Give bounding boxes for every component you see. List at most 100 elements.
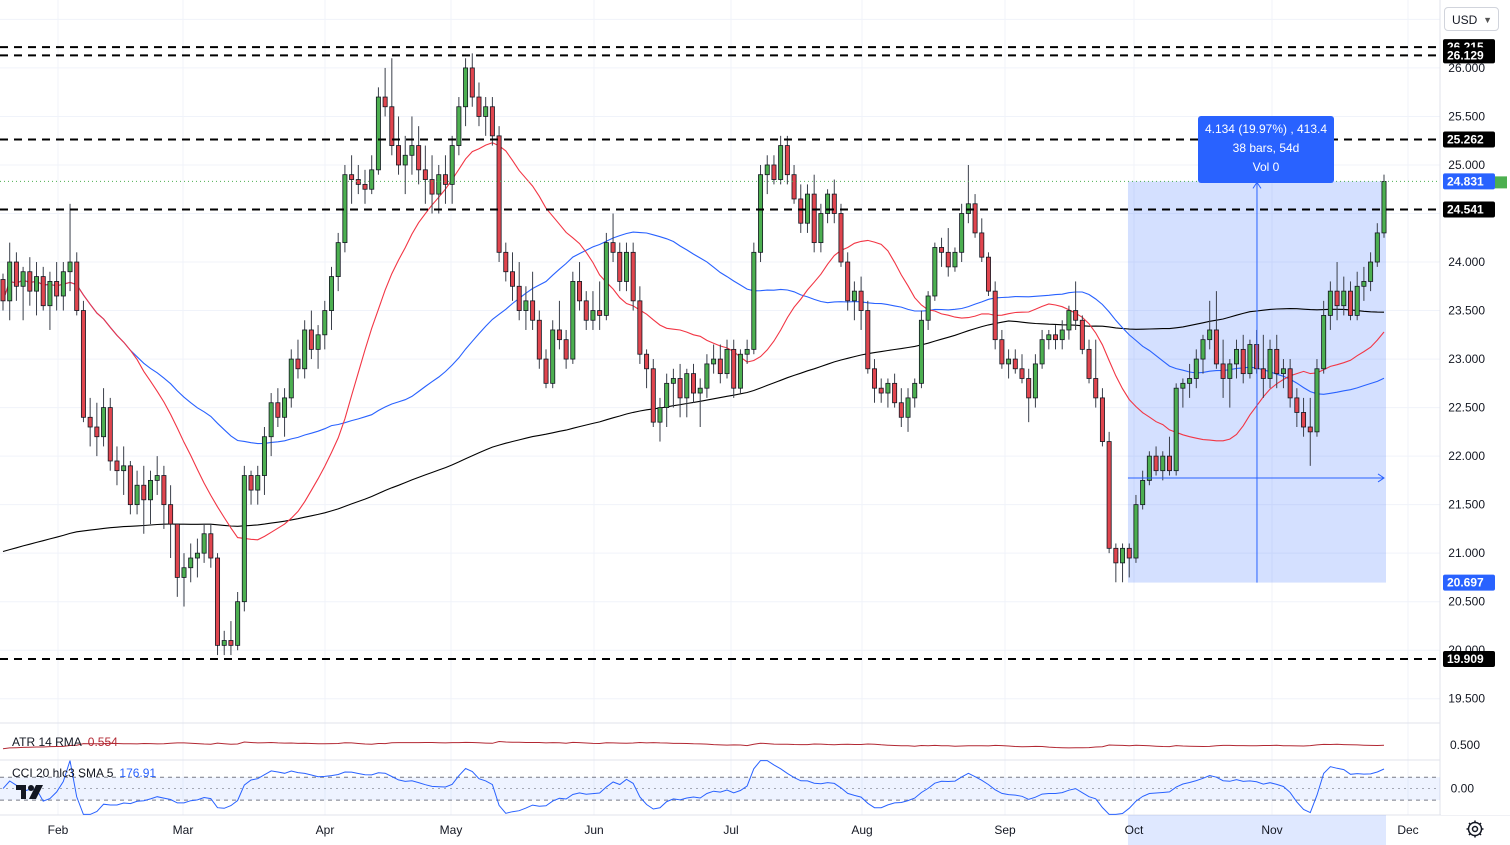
candle-body <box>1354 285 1360 316</box>
candle-body <box>221 640 227 646</box>
candle <box>657 397 663 442</box>
candle-body <box>503 251 509 273</box>
candle <box>1160 451 1166 481</box>
settings-gear-icon[interactable] <box>1465 819 1485 839</box>
candle <box>221 630 227 656</box>
atr-line <box>2 740 1385 750</box>
candle <box>194 538 200 578</box>
y-tick-label: 24.000 <box>1448 255 1485 269</box>
candle-body <box>644 353 650 370</box>
candle-body <box>570 281 576 360</box>
x-tick-label: Aug <box>851 823 872 837</box>
candle <box>1381 174 1387 238</box>
candle-body <box>1247 344 1253 375</box>
candle-body <box>563 339 569 360</box>
price-tag: 24.831 <box>1447 174 1484 188</box>
candle-body <box>282 397 288 418</box>
candle <box>711 344 717 374</box>
candle <box>972 194 978 238</box>
candle <box>865 300 871 374</box>
candle-body <box>1079 319 1085 350</box>
candle <box>577 262 583 311</box>
candle-body <box>1113 547 1119 564</box>
candle <box>979 218 985 263</box>
candle <box>282 388 288 437</box>
x-tick-label: Oct <box>1125 823 1144 837</box>
x-tick-label: Mar <box>173 823 194 837</box>
candle <box>630 242 636 311</box>
candle-body <box>13 261 19 287</box>
candle <box>436 164 442 214</box>
x-axis[interactable]: Feb Mar Apr May Jun Jul Aug Sep Oct Nov Dec <box>48 823 1419 837</box>
candle <box>1106 431 1112 554</box>
candle <box>201 524 207 563</box>
currency-select[interactable]: USD ▼ <box>1444 7 1499 31</box>
candle <box>114 446 120 486</box>
candle-body <box>1294 397 1300 413</box>
candle <box>429 155 435 214</box>
candle <box>1059 320 1065 350</box>
candle <box>261 427 267 495</box>
candle <box>148 470 153 525</box>
cci-tick-label: 0.00 <box>1451 782 1475 796</box>
candle-body <box>979 232 985 258</box>
candle-body <box>603 242 609 316</box>
cci-legend[interactable]: CCI 20 hlc3 SMA 5 176.91 <box>12 766 156 780</box>
candle-body <box>295 358 301 370</box>
atr-legend[interactable]: ATR 14 RMA 0.554 <box>12 735 118 749</box>
candle-body <box>355 179 361 185</box>
candle <box>1234 339 1239 379</box>
x-tick-label: Feb <box>48 823 69 837</box>
candle-body <box>47 281 53 307</box>
candle-body <box>1327 290 1333 316</box>
candle-body <box>536 319 542 360</box>
x-tick-label: Jun <box>584 823 603 837</box>
candle <box>161 465 167 529</box>
candle <box>583 291 589 330</box>
candle <box>898 388 904 428</box>
candle <box>1301 397 1307 437</box>
candle-body <box>463 67 469 108</box>
candle-body <box>1240 348 1246 375</box>
candle <box>959 203 965 263</box>
candle-body <box>74 261 80 311</box>
candle-body <box>516 285 522 311</box>
candle <box>1180 378 1186 408</box>
candle-body <box>831 193 837 214</box>
y-axis[interactable]: 19.50020.00020.50021.00021.50022.00022.5… <box>1441 0 1510 815</box>
candle <box>1321 300 1327 374</box>
y-tick-label: 21.000 <box>1448 546 1485 560</box>
candle-body <box>664 382 670 408</box>
candle-body <box>148 479 153 501</box>
candle-body <box>87 416 93 428</box>
candle <box>1032 354 1038 408</box>
measure-change: 4.134 (19.97%) , 413.4 <box>1204 122 1328 136</box>
candle-body <box>510 271 515 287</box>
candle <box>610 213 616 263</box>
candle-body <box>1153 455 1159 472</box>
candle <box>1053 325 1058 350</box>
candle-body <box>60 271 66 297</box>
tradingview-logo-icon[interactable] <box>14 781 46 803</box>
candle <box>1361 266 1367 301</box>
candle <box>637 286 643 364</box>
candle-body <box>972 203 978 234</box>
candle-body <box>154 475 160 481</box>
candle-body <box>1280 368 1286 375</box>
candle <box>918 310 924 389</box>
candle <box>255 465 261 505</box>
candles <box>0 53 1387 656</box>
candle-body <box>248 475 254 491</box>
candle <box>0 273 6 311</box>
candle-body <box>811 193 817 244</box>
candle <box>818 203 824 253</box>
last-price-stub <box>1495 176 1507 189</box>
candle <box>409 116 415 175</box>
candle-body <box>429 179 435 195</box>
candle-body <box>1066 310 1072 331</box>
candle-body <box>1140 479 1146 506</box>
candle <box>939 237 945 267</box>
candle-body <box>1059 329 1065 341</box>
candle <box>851 281 857 321</box>
